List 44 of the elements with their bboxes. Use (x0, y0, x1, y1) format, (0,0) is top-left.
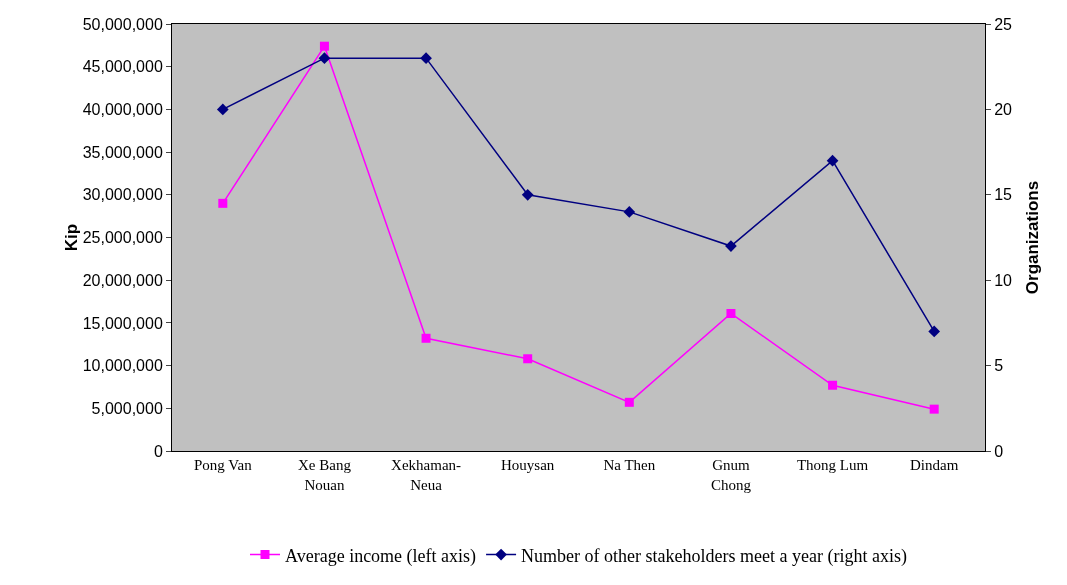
y2-tick-label: 5 (994, 357, 1004, 375)
point (623, 206, 636, 218)
y-tick-label: 5,000,000 (91, 399, 163, 417)
y-tick-label: 25,000,000 (82, 229, 163, 247)
y-tick-label: 20,000,000 (82, 271, 163, 289)
y2-tick-label: 10 (994, 271, 1013, 289)
point (421, 333, 431, 343)
y2-tick-label: 15 (994, 186, 1013, 204)
y-tick-label: 50,000,000 (82, 15, 163, 33)
x-tick-label: Thong Lum (796, 457, 869, 473)
point (929, 404, 939, 414)
point (828, 380, 838, 390)
x-tick-label: Xekhaman- Neua (391, 457, 462, 493)
x-tick-label: Gnum Chong (710, 457, 752, 493)
y2-axis-title: Organizations (1022, 180, 1042, 295)
y-axis-title: Kip (61, 223, 81, 252)
x-tick-label: Houysan (501, 457, 555, 473)
point (218, 198, 228, 208)
point (318, 52, 331, 65)
y-tick-label: 0 (153, 442, 163, 460)
y-tick-label: 10,000,000 (82, 357, 163, 375)
x-tick-label: Xe Bang Nouan (297, 457, 352, 493)
point (726, 309, 736, 319)
x-tick-label: Na Then (603, 457, 656, 473)
y-tick-label: 45,000,000 (82, 58, 163, 76)
point (420, 52, 432, 65)
y-tick-label: 15,000,000 (82, 314, 163, 332)
y2-tick-label: 20 (994, 101, 1013, 118)
point (216, 103, 229, 116)
point (319, 41, 329, 51)
point (928, 325, 941, 338)
point (624, 397, 634, 407)
point (826, 154, 839, 167)
x-tick-label: Dindam (910, 457, 959, 473)
point (523, 354, 533, 364)
y2-tick-label: 0 (994, 442, 1004, 460)
y-tick-label: 30,000,000 (82, 186, 163, 204)
y2-tick-label: 25 (994, 15, 1013, 33)
legend-label: Number of other stakeholders meet a year (right axis) (521, 545, 907, 567)
legend-label: Average income (left axis) (285, 545, 477, 567)
y-tick-label: 40,000,000 (82, 101, 163, 118)
x-tick-label: Pong Van (193, 457, 253, 473)
point (521, 188, 534, 201)
y-tick-label: 35,000,000 (82, 143, 163, 161)
